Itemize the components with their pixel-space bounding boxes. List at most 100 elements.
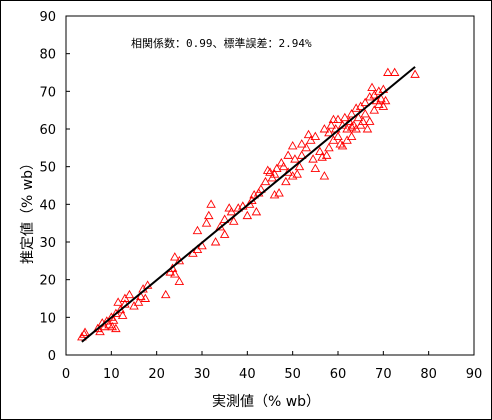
data-point	[326, 120, 336, 129]
data-point	[174, 276, 185, 285]
data-point	[301, 142, 312, 152]
data-point	[201, 218, 212, 227]
x-tick-label: 60	[330, 367, 347, 382]
data-point	[294, 161, 305, 171]
x-tick-label: 0	[62, 367, 70, 382]
data-point	[317, 152, 327, 161]
data-point	[337, 141, 348, 150]
x-tick-label: 20	[148, 367, 165, 382]
data-point	[219, 229, 230, 238]
data-point	[226, 206, 237, 216]
data-point	[77, 332, 87, 341]
data-point	[210, 237, 221, 246]
y-tick-label: 10	[39, 311, 56, 326]
data-point	[410, 69, 420, 78]
data-point	[351, 103, 361, 112]
data-point	[140, 293, 151, 302]
data-point	[324, 142, 334, 152]
data-point	[360, 97, 370, 107]
data-point	[362, 124, 373, 133]
data-point	[133, 297, 144, 306]
data-point	[333, 131, 343, 140]
data-point	[321, 150, 332, 159]
stats-annotation: 相関係数：0.99、標準誤差：2.94%	[131, 36, 312, 50]
regression-line	[81, 66, 416, 343]
data-point	[292, 169, 302, 178]
data-point	[380, 95, 391, 105]
data-point	[224, 203, 234, 212]
data-point	[344, 116, 355, 125]
y-tick-label: 40	[39, 198, 56, 213]
data-point	[262, 165, 273, 174]
data-point	[328, 114, 339, 124]
x-axis-label: 実測値（% wb）	[212, 394, 320, 410]
data-point	[228, 216, 239, 225]
x-tick-label: 50	[284, 367, 301, 382]
data-point	[278, 161, 289, 171]
data-point	[353, 112, 364, 122]
data-point	[256, 184, 266, 193]
data-point	[342, 124, 352, 133]
y-tick-label: 90	[39, 10, 56, 25]
y-tick-label: 0	[48, 349, 56, 364]
data-point	[335, 139, 346, 148]
plot-area	[65, 15, 475, 356]
data-point	[364, 116, 375, 125]
data-point	[346, 131, 357, 140]
data-point	[358, 116, 368, 125]
data-point	[99, 321, 110, 331]
data-point	[124, 289, 135, 299]
data-point	[296, 139, 307, 148]
data-point	[367, 82, 377, 92]
y-tick-label: 80	[39, 48, 56, 63]
data-point	[269, 169, 280, 178]
data-point	[364, 92, 375, 101]
data-point	[319, 124, 330, 133]
data-point	[111, 323, 121, 333]
data-point	[281, 176, 291, 186]
data-point	[296, 150, 307, 159]
data-point	[378, 101, 389, 110]
y-tick-label: 70	[39, 85, 56, 100]
axes	[65, 15, 475, 356]
data-point	[383, 67, 393, 76]
x-tick-label: 30	[194, 367, 211, 382]
x-tick-label: 10	[103, 367, 120, 382]
data-point	[308, 154, 318, 163]
data-point	[315, 146, 325, 156]
y-tick-label: 30	[39, 236, 56, 251]
data-point	[251, 206, 262, 216]
data-point	[346, 109, 357, 118]
fit-line	[81, 66, 416, 343]
data-point	[219, 214, 230, 223]
data-point	[283, 167, 293, 176]
data-point	[265, 167, 275, 176]
data-point	[192, 225, 203, 235]
data-point	[242, 210, 253, 220]
data-point	[340, 112, 350, 122]
data-point	[303, 129, 314, 139]
data-point	[260, 176, 271, 186]
x-tick-label: 70	[375, 367, 392, 382]
data-points	[77, 67, 420, 341]
data-point	[374, 86, 384, 95]
data-point	[287, 141, 298, 150]
data-point	[206, 199, 216, 208]
x-tick-label: 80	[420, 367, 437, 382]
data-point	[204, 210, 214, 220]
data-point	[290, 154, 300, 163]
data-point	[369, 105, 380, 114]
data-point	[272, 163, 282, 173]
data-point	[310, 131, 321, 140]
data-point	[319, 171, 330, 180]
data-point	[333, 114, 343, 124]
data-point	[274, 188, 284, 197]
y-axis-label: 推定値（% wb）	[20, 156, 36, 264]
data-point	[160, 289, 171, 299]
data-point	[170, 269, 180, 278]
y-tick-label: 60	[39, 123, 56, 138]
data-point	[374, 99, 384, 108]
data-point	[269, 190, 280, 199]
data-point	[287, 171, 298, 180]
